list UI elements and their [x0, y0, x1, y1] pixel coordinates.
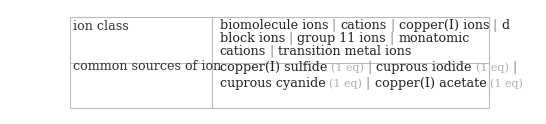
Text: transition metal ions: transition metal ions — [278, 45, 412, 58]
Text: |: | — [328, 19, 341, 32]
Text: (1 eq): (1 eq) — [476, 62, 509, 73]
Text: block ions: block ions — [219, 32, 285, 45]
Text: cuprous cyanide: cuprous cyanide — [219, 78, 325, 90]
Text: copper(I) sulfide: copper(I) sulfide — [219, 61, 327, 74]
Text: ion class: ion class — [73, 20, 129, 33]
Text: cations: cations — [341, 19, 387, 32]
Text: |: | — [285, 32, 297, 45]
Text: |: | — [489, 19, 502, 32]
Text: (1 eq): (1 eq) — [490, 79, 523, 89]
Text: |: | — [387, 19, 399, 32]
Text: biomolecule ions: biomolecule ions — [219, 19, 328, 32]
Text: common sources of ion: common sources of ion — [73, 60, 222, 73]
Text: copper(I) acetate: copper(I) acetate — [375, 78, 486, 90]
Text: cuprous iodide: cuprous iodide — [376, 61, 472, 74]
Text: (1 eq): (1 eq) — [329, 79, 363, 89]
Text: monatomic: monatomic — [398, 32, 470, 45]
Text: d: d — [502, 19, 510, 32]
Text: |: | — [509, 61, 521, 74]
Text: group 11 ions: group 11 ions — [297, 32, 386, 45]
Text: copper(I) ions: copper(I) ions — [399, 19, 489, 32]
Text: |: | — [266, 45, 278, 58]
Text: |: | — [363, 78, 375, 90]
Text: (1 eq): (1 eq) — [331, 62, 364, 73]
FancyBboxPatch shape — [70, 17, 489, 108]
Text: cations: cations — [219, 45, 266, 58]
Text: |: | — [364, 61, 376, 74]
Text: |: | — [386, 32, 398, 45]
